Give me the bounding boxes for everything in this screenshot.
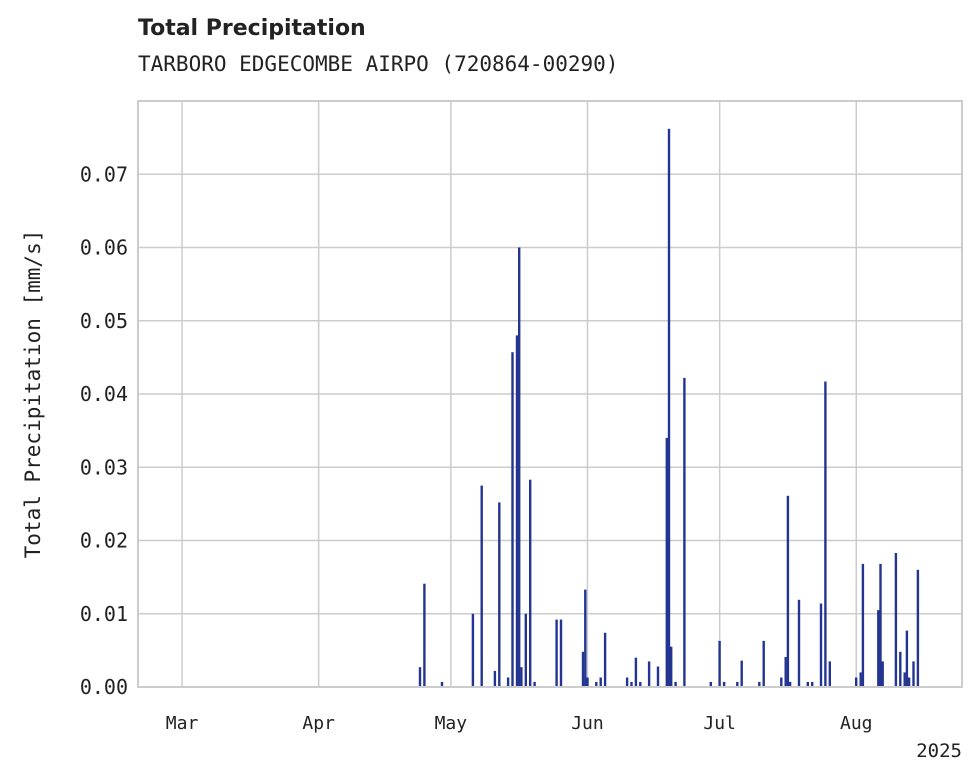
precipitation-bar [905, 630, 909, 687]
x-tick-label: Mar [166, 713, 199, 734]
precipitation-bar [894, 553, 898, 687]
precipitation-bar [859, 672, 862, 687]
precipitation-bar [811, 681, 814, 687]
y-tick-label: 0.06 [80, 236, 128, 260]
precipitation-bars [418, 128, 920, 688]
precipitation-bar [586, 677, 589, 687]
precipitation-bar [667, 128, 671, 688]
precipitation-bar [529, 479, 532, 687]
precipitation-bar [471, 613, 475, 688]
y-tick-label: 0.05 [80, 309, 128, 333]
precipitation-bar [762, 640, 765, 687]
precipitation-bar [788, 681, 792, 687]
precipitation-bar [524, 613, 527, 688]
precipitation-bar [639, 681, 642, 687]
precipitation-bar [595, 681, 598, 687]
precipitation-bar [559, 619, 563, 687]
precipitation-bar [786, 495, 790, 687]
precipitation-bar [916, 569, 920, 687]
precipitation-bar [520, 667, 523, 687]
precipitation-bar [683, 377, 686, 687]
precipitation-bar [506, 677, 510, 687]
precipitation-bar [603, 632, 607, 687]
precipitation-bar [819, 603, 823, 687]
x-tick-label: Jun [571, 713, 604, 734]
precipitation-bar [899, 651, 902, 687]
x-tick-label: Apr [302, 713, 335, 734]
precipitation-bar [824, 381, 827, 687]
precipitation-bar [855, 677, 858, 687]
precipitation-bar [647, 661, 651, 687]
x-gridlines [181, 101, 857, 687]
y-tick-label: 0.01 [80, 602, 128, 626]
precipitation-bar [584, 589, 587, 687]
chart-subtitle: TARBORO EDGECOMBE AIRPO (720864-00290) [138, 52, 619, 76]
precipitation-bar [758, 681, 761, 687]
precipitation-bar [740, 660, 743, 687]
y-gridlines [138, 173, 962, 688]
precipitation-bar [581, 651, 585, 687]
y-tick-label: 0.00 [80, 675, 128, 699]
y-tick-label: 0.03 [80, 455, 128, 479]
precipitation-bar [877, 610, 880, 687]
precipitation-bar [634, 657, 638, 687]
x-tick-label: Aug [840, 713, 873, 734]
precipitation-bar [907, 677, 911, 687]
precipitation-bar [625, 677, 629, 687]
precipitation-bar [511, 352, 514, 687]
precipitation-bar [912, 661, 915, 687]
precipitation-bar [806, 681, 809, 687]
precipitation-bar [903, 672, 906, 687]
x-axis-year-label: 2025 [916, 740, 962, 762]
precipitation-bar [440, 681, 444, 687]
precipitation-bar [861, 563, 865, 687]
precipitation-bar [533, 681, 536, 687]
precipitation-bar [881, 661, 884, 687]
precipitation-bar [656, 666, 660, 687]
precipitation-bar [718, 640, 721, 687]
precipitation-bar [784, 657, 787, 687]
y-tick-label: 0.04 [80, 382, 128, 406]
precipitation-bar [518, 247, 521, 687]
precipitation-bar [498, 502, 501, 687]
plot-frame [137, 100, 963, 688]
precipitation-bar [480, 485, 483, 687]
precipitation-bar [493, 670, 497, 687]
x-tick-labels: Mar Apr May Jun Jul Aug [166, 713, 873, 734]
precipitation-bar [630, 681, 633, 687]
precipitation-bar [736, 681, 739, 687]
precipitation-bar [797, 599, 801, 687]
precipitation-bar [828, 661, 831, 687]
y-tick-label: 0.07 [80, 162, 128, 186]
precipitation-bar [709, 681, 712, 687]
precipitation-bar [555, 619, 558, 687]
precipitation-bar [423, 583, 426, 687]
precipitation-bar [515, 335, 519, 687]
precipitation-bar [879, 563, 882, 687]
precipitation-bar [722, 681, 726, 687]
precipitation-bar [665, 437, 668, 687]
y-axis-label: Total Precipitation [mm/s] [21, 230, 45, 559]
precipitation-bar [780, 677, 783, 687]
chart-title: Total Precipitation [138, 16, 366, 41]
y-tick-labels: 0.00 0.01 0.02 0.03 0.04 0.05 0.06 0.07 [80, 162, 128, 699]
y-tick-label: 0.02 [80, 529, 128, 553]
x-tick-label: Jul [703, 713, 736, 734]
precipitation-bar [418, 667, 422, 687]
precipitation-bar [674, 681, 677, 687]
x-tick-label: May [435, 713, 468, 734]
precipitation-bar [670, 646, 673, 687]
precipitation-bar [599, 677, 602, 687]
